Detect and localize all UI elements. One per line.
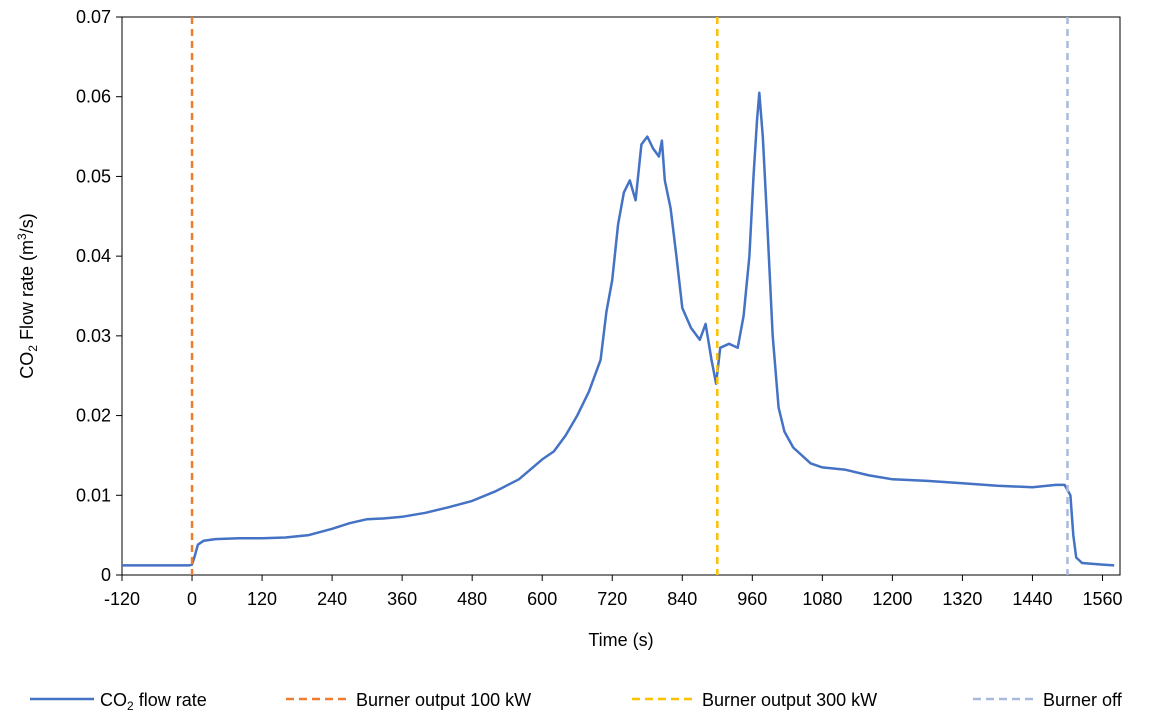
x-tick-label: -120 [104, 589, 140, 609]
legend-item-100kw: Burner output 100 kW [286, 690, 531, 710]
axis-ticks: -120 0 120 240 360 480 600 720 840 960 1080 1200 132… [76, 7, 1123, 609]
x-tick-label: 720 [597, 589, 627, 609]
y-tick-label: 0.01 [76, 485, 111, 505]
x-tick-label: 1200 [872, 589, 912, 609]
x-tick-label: 1080 [802, 589, 842, 609]
x-tick-label: 0 [187, 589, 197, 609]
x-tick-label: 360 [387, 589, 417, 609]
legend: CO2 flow rate Burner output 100 kW Burne… [30, 690, 1123, 713]
legend-item-burner-off: Burner off [973, 690, 1123, 710]
y-tick-label: 0.06 [76, 87, 111, 107]
x-axis-title: Time (s) [588, 630, 653, 650]
x-tick-label: 480 [457, 589, 487, 609]
x-tick-label: 1560 [1082, 589, 1122, 609]
y-tick-label: 0.03 [76, 326, 111, 346]
x-tick-label: 240 [317, 589, 347, 609]
legend-label-co2: CO2 flow rate [100, 690, 207, 713]
y-tick-label: 0.04 [76, 246, 111, 266]
legend-label-100kw: Burner output 100 kW [356, 690, 531, 710]
x-tick-label: 120 [247, 589, 277, 609]
x-tick-label: 1320 [942, 589, 982, 609]
series-layer [122, 17, 1115, 575]
y-tick-label: 0.05 [76, 166, 111, 186]
x-tick-label: 600 [527, 589, 557, 609]
x-tick-label: 1440 [1012, 589, 1052, 609]
legend-item-co2: CO2 flow rate [30, 690, 207, 713]
legend-item-300kw: Burner output 300 kW [632, 690, 877, 710]
y-tick-label: 0.07 [76, 7, 111, 27]
legend-label-burner-off: Burner off [1043, 690, 1123, 710]
y-axis-title: CO2 Flow rate (m3/s) [15, 213, 40, 378]
series-line-co2-flow [122, 91, 1115, 567]
legend-label-300kw: Burner output 300 kW [702, 690, 877, 710]
plot-area-frame [121, 16, 1121, 576]
x-tick-label: 960 [737, 589, 767, 609]
x-tick-label: 840 [667, 589, 697, 609]
y-tick-label: 0 [101, 565, 111, 585]
y-tick-label: 0.02 [76, 406, 111, 426]
